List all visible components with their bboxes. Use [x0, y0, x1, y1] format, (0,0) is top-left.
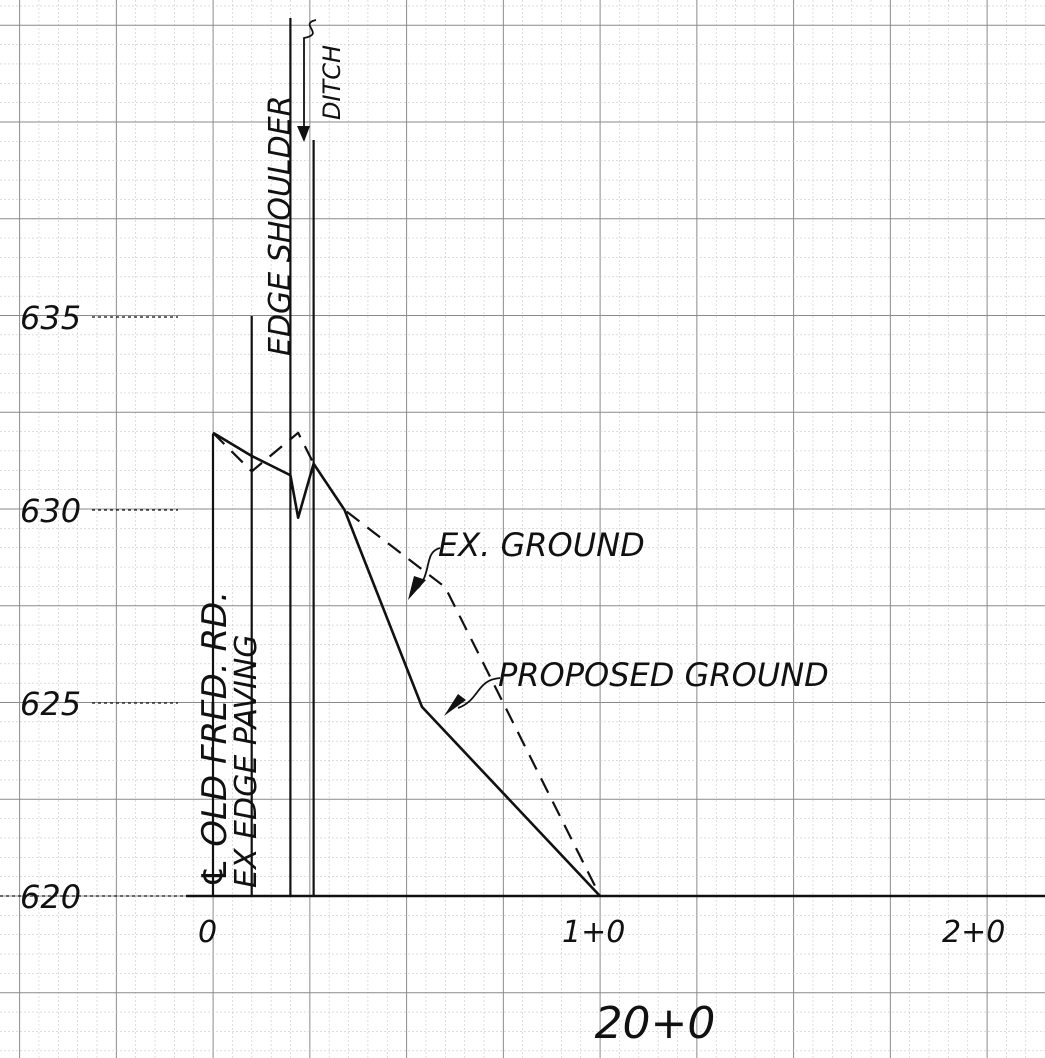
annotation-proposed-ground-leader — [457, 677, 501, 709]
x-axis-title: 20+0 — [595, 998, 716, 1049]
annotation-proposed-ground: PROPOSED GROUND — [498, 656, 829, 694]
y-tick-label: 620 — [20, 878, 81, 916]
x-tick-label: 2+0 — [942, 915, 1005, 950]
axes — [0, 316, 1045, 898]
reference-line-label: EX EDGE PAVING — [229, 634, 264, 888]
annotation-ex-ground: EX. GROUND — [438, 526, 645, 564]
y-tick-label: 630 — [20, 492, 81, 530]
profile-series — [212, 431, 601, 897]
x-tick-label: 0 — [198, 915, 217, 950]
series-line-0 — [212, 431, 601, 897]
ditch-leader-arrow — [303, 19, 317, 140]
annotation-proposed-ground-arrowhead — [444, 694, 466, 716]
reference-line-label: DITCH — [318, 45, 346, 120]
y-tick-label: 625 — [20, 685, 81, 723]
y-tick-label: 635 — [20, 299, 81, 337]
annotation-ex-ground-arrowhead — [408, 576, 426, 600]
x-tick-label: 1+0 — [562, 915, 625, 950]
ditch-arrowhead — [297, 126, 310, 142]
reference-lines — [211, 18, 317, 896]
series-line-1 — [212, 431, 601, 897]
reference-line-label: EDGE SHOULDER — [263, 95, 298, 356]
reference-line-label: ℄ OLD FRED. RD. — [195, 591, 235, 888]
